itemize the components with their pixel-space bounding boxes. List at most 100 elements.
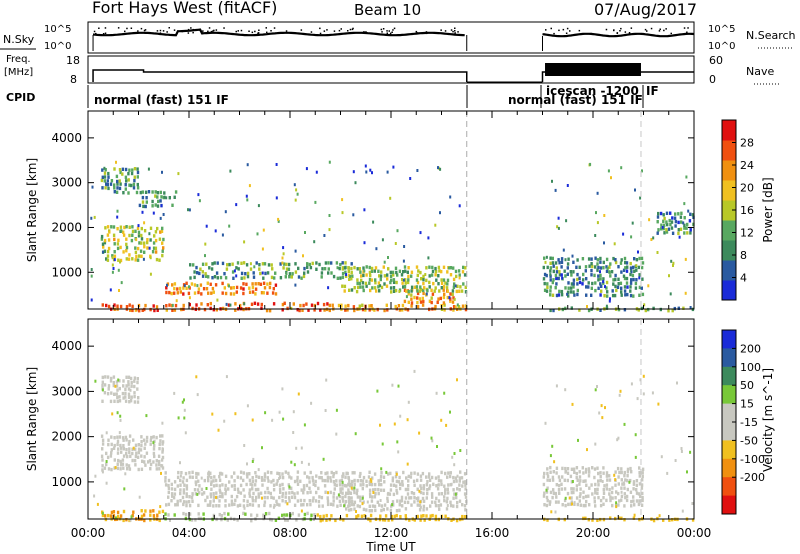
data-cell <box>353 490 356 495</box>
data-cell <box>101 458 104 462</box>
data-cell <box>275 482 278 486</box>
data-cell <box>379 277 382 282</box>
data-cell <box>313 513 316 517</box>
data-cell <box>635 268 638 272</box>
data-cell <box>369 513 373 518</box>
data-cell <box>296 482 300 486</box>
data-cell <box>624 478 627 482</box>
data-cell <box>225 267 229 271</box>
y-tick-label: 1000 <box>51 265 82 279</box>
data-cell <box>623 285 627 289</box>
data-cell <box>146 238 149 242</box>
data-cell <box>308 486 311 490</box>
scatter-point <box>305 167 308 171</box>
data-cell <box>602 496 605 500</box>
data-cell <box>593 475 596 480</box>
nsearch-dot <box>102 33 105 35</box>
scatter-point <box>225 489 227 493</box>
data-cell <box>125 237 128 241</box>
data-cell <box>667 227 671 231</box>
data-cell <box>203 307 207 312</box>
scatter-point <box>113 258 116 262</box>
data-cell <box>581 282 584 286</box>
data-cell <box>428 484 432 488</box>
data-cell <box>106 225 110 229</box>
data-cell <box>127 392 131 396</box>
data-cell <box>371 476 374 480</box>
data-cell <box>368 308 371 312</box>
data-cell <box>619 281 623 285</box>
data-cell <box>359 498 362 503</box>
scatter-point <box>204 242 207 246</box>
data-cell <box>100 234 104 239</box>
data-cell <box>437 499 441 503</box>
nave-block <box>545 63 641 76</box>
scatter-point <box>354 181 357 185</box>
data-cell <box>326 502 330 507</box>
scatter-point <box>562 248 565 252</box>
data-cell <box>637 502 641 507</box>
scatter-point <box>459 449 462 452</box>
data-cell <box>158 510 161 514</box>
data-cell <box>422 491 425 496</box>
data-cell <box>162 246 165 250</box>
data-cell <box>368 509 371 513</box>
data-cell <box>161 450 164 454</box>
data-cell <box>291 272 294 276</box>
data-cell <box>165 304 168 308</box>
data-cell <box>406 492 410 496</box>
data-cell <box>403 500 407 504</box>
data-cell <box>282 266 285 270</box>
data-cell <box>170 492 174 496</box>
scatter-point <box>608 299 611 303</box>
data-cell <box>127 380 130 384</box>
scatter-point <box>161 170 163 174</box>
data-cell <box>174 503 177 507</box>
data-cell <box>452 496 455 500</box>
data-cell <box>139 448 143 452</box>
data-cell <box>457 305 461 309</box>
data-cell <box>402 270 405 274</box>
data-cell <box>321 504 324 508</box>
data-cell <box>154 194 157 198</box>
scatter-point <box>188 208 191 212</box>
data-cell <box>463 472 467 476</box>
scatter-point <box>204 254 206 258</box>
scatter-point <box>443 391 446 395</box>
data-cell <box>632 516 636 520</box>
data-cell <box>380 504 384 508</box>
scatter-point <box>93 494 96 498</box>
data-cell <box>131 233 134 237</box>
data-cell <box>573 502 576 506</box>
data-cell <box>236 261 240 265</box>
data-cell <box>161 241 164 245</box>
data-cell <box>552 491 556 495</box>
nsearch-dot <box>277 32 279 34</box>
data-cell <box>605 483 609 487</box>
scatter-point <box>650 238 653 241</box>
data-cell <box>156 195 159 199</box>
data-cell <box>572 487 575 491</box>
scatter-point <box>607 169 610 173</box>
data-cell <box>124 175 128 179</box>
nsearch-dot <box>130 27 133 29</box>
data-cell <box>361 479 365 483</box>
data-cell <box>133 178 136 183</box>
scatter-point <box>138 495 141 499</box>
data-cell <box>458 483 461 487</box>
data-cell <box>389 270 392 275</box>
nsearch-dot <box>340 28 342 30</box>
data-cell <box>418 297 422 301</box>
data-cell <box>151 190 154 194</box>
data-cell <box>440 492 444 496</box>
data-cell <box>201 270 204 274</box>
data-cell <box>610 270 614 274</box>
data-cell <box>555 483 558 487</box>
data-cell <box>113 183 116 187</box>
data-cell <box>332 491 336 496</box>
data-cell <box>287 267 291 271</box>
data-cell <box>216 276 219 280</box>
data-cell <box>276 502 279 507</box>
data-cell <box>116 182 119 186</box>
